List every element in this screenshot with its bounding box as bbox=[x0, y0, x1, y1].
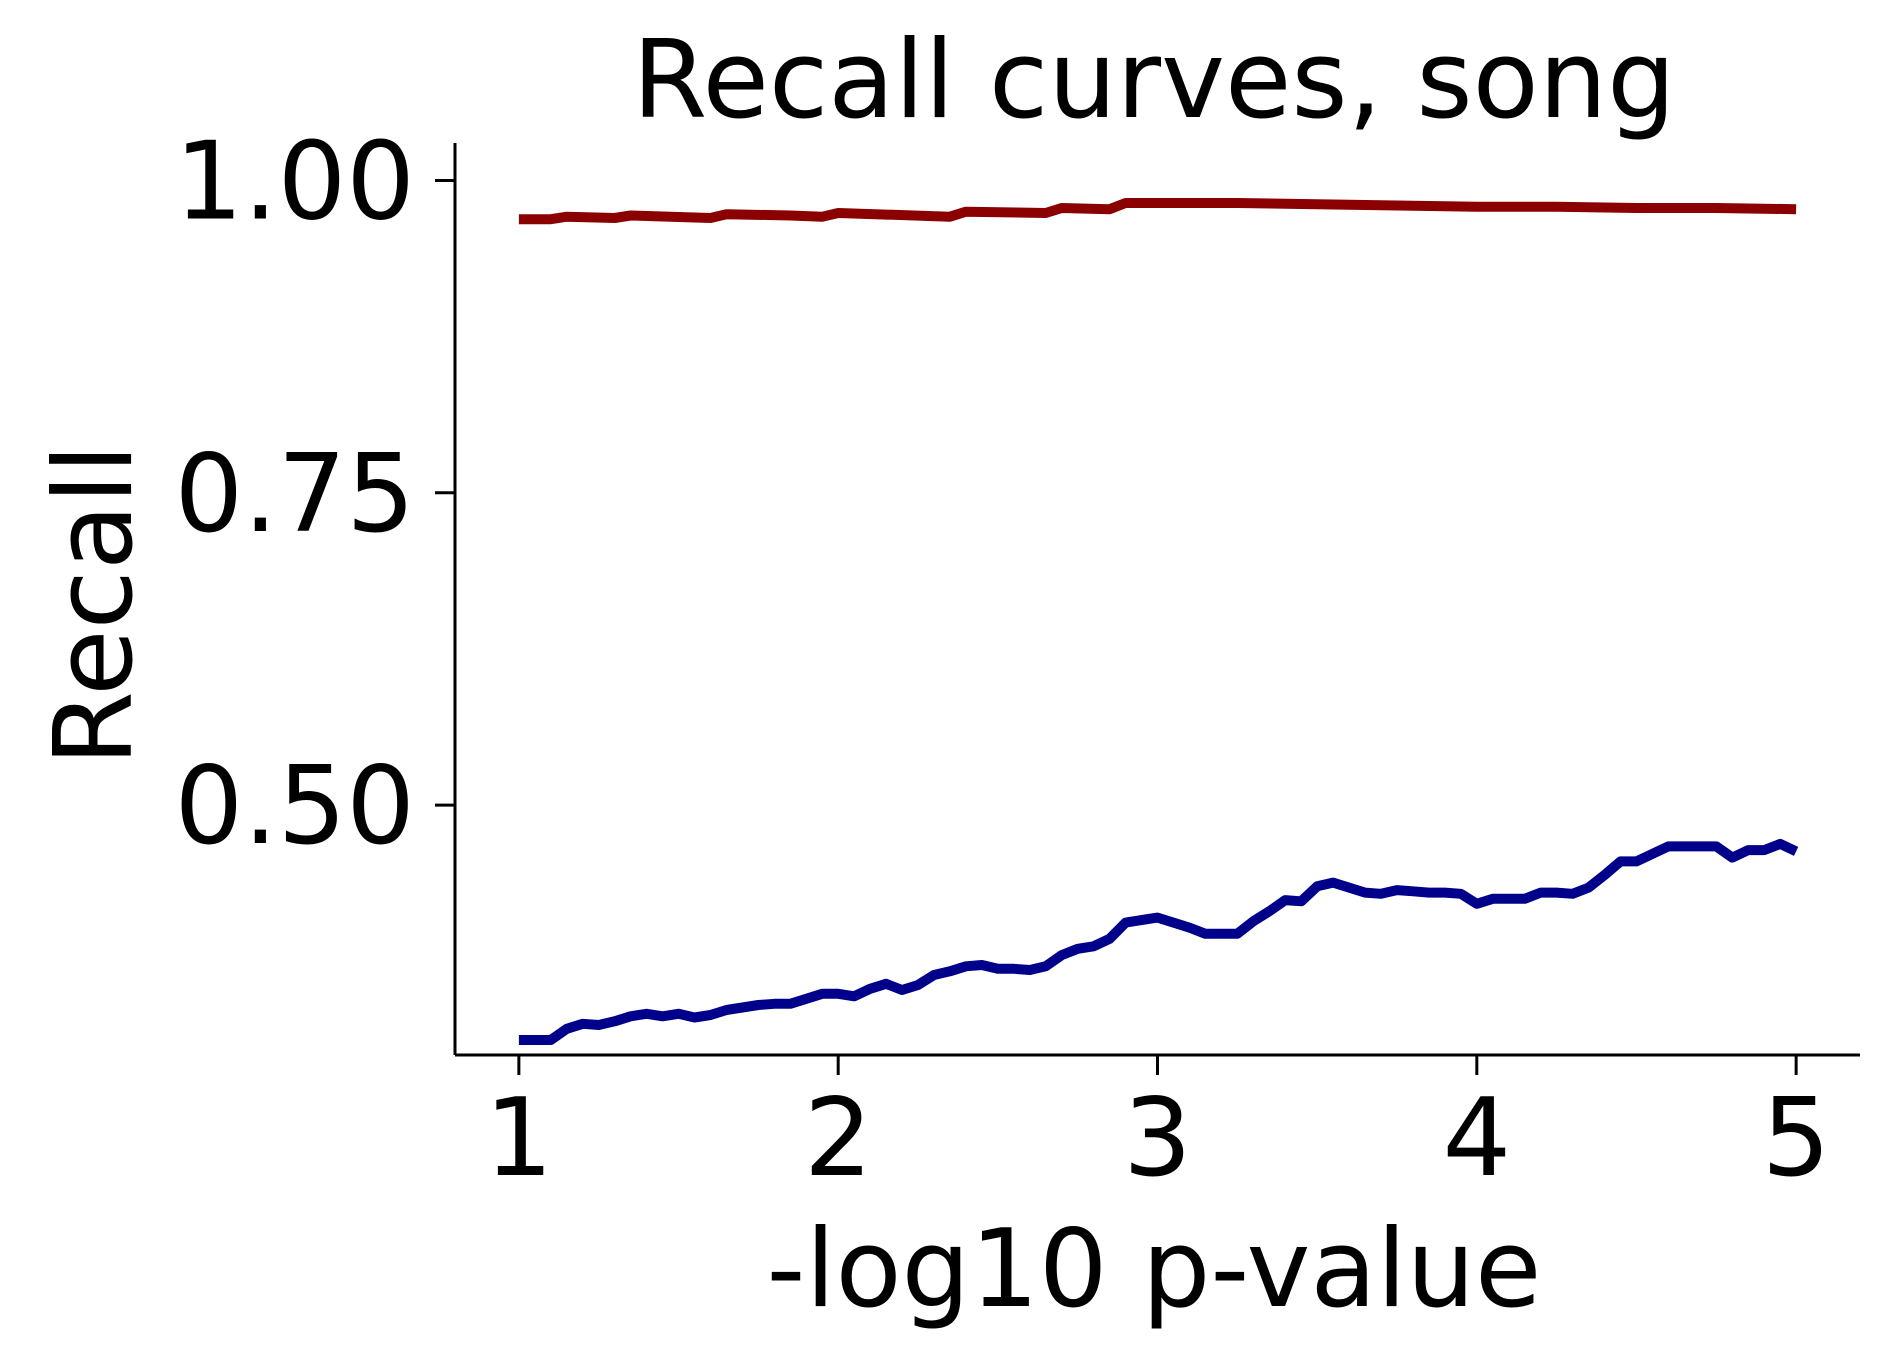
x-tick-label: 5 bbox=[1762, 1076, 1831, 1201]
y-tick-label: 0.50 bbox=[175, 744, 415, 869]
x-axis-label: -log10 p-value bbox=[767, 1207, 1542, 1332]
x-tick-label: 2 bbox=[804, 1076, 873, 1201]
x-tick-label: 3 bbox=[1123, 1076, 1192, 1201]
y-tick-label: 0.75 bbox=[175, 432, 415, 557]
y-axis-label: Recall bbox=[32, 444, 157, 766]
chart-title: Recall curves, song bbox=[632, 18, 1675, 143]
y-axis-ticks: 0.50 0.75 1.00 bbox=[175, 119, 455, 869]
plot-area bbox=[453, 143, 1860, 1057]
x-axis-ticks: 1 2 3 4 5 bbox=[485, 1055, 1831, 1201]
y-tick-label: 1.00 bbox=[175, 119, 415, 244]
series-line-red bbox=[518, 198, 1797, 225]
x-tick-label: 4 bbox=[1442, 1076, 1511, 1201]
series-line-blue bbox=[518, 838, 1799, 1045]
x-tick-label: 1 bbox=[485, 1076, 554, 1201]
